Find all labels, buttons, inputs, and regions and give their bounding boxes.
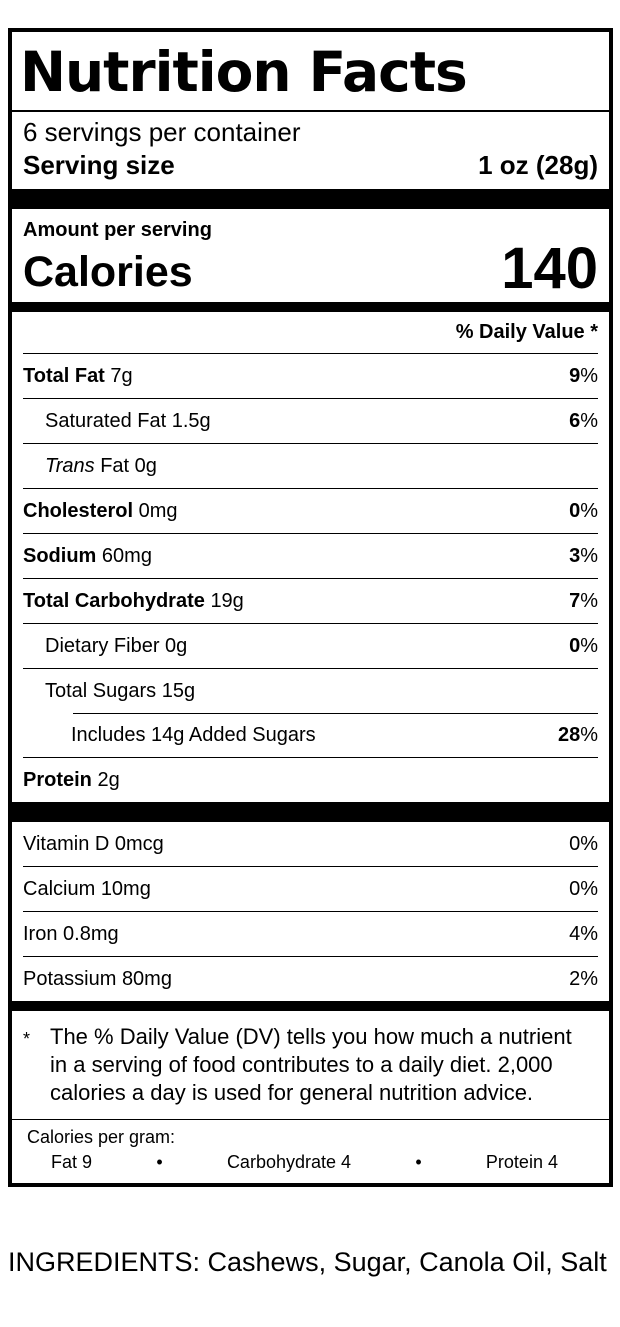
nutrient-row-saturated-fat: Saturated Fat 1.5g 6% bbox=[23, 399, 598, 444]
nutrient-row-dietary-fiber: Dietary Fiber 0g 0% bbox=[23, 624, 598, 669]
nutrient-row-added-sugars: Includes 14g Added Sugars 28% bbox=[23, 713, 598, 758]
nutrient-row-total-sugars: Total Sugars 15g bbox=[45, 680, 196, 702]
nutrition-facts-title: Nutrition Facts bbox=[20, 40, 468, 104]
footnote-divider bbox=[12, 1119, 609, 1120]
calories-label: Calories bbox=[23, 248, 193, 296]
calories-row: Calories 140 bbox=[23, 236, 598, 302]
daily-value-header: % Daily Value * bbox=[23, 312, 598, 354]
calories-per-gram-label: Calories per gram: bbox=[27, 1127, 176, 1147]
calories-per-gram-section: Calories per gram: Fat 9 • Carbohydrate … bbox=[12, 1120, 609, 1183]
serving-size-label: Serving size bbox=[23, 150, 175, 180]
cpg-bullet-1: • bbox=[156, 1152, 163, 1172]
section-bar-medium bbox=[12, 302, 609, 312]
footnote-asterisk: * bbox=[23, 1029, 31, 1049]
calories-value: 140 bbox=[501, 236, 598, 301]
vitamin-row-iron: Iron 0.8mg 4% bbox=[23, 912, 598, 957]
servings-per-container: 6 servings per container bbox=[23, 117, 301, 147]
nutrition-facts-panel: Nutrition Facts 6 servings per container… bbox=[8, 28, 613, 1187]
cpg-carbohydrate: Carbohydrate 4 bbox=[226, 1152, 352, 1172]
section-bar-thick-2 bbox=[12, 802, 609, 822]
serving-size-row: Serving size 1 oz (28g) bbox=[23, 148, 598, 189]
nutrient-row-protein: Protein 2g bbox=[23, 769, 120, 791]
ingredients-statement: INGREDIENTS: Cashews, Sugar, Canola Oil,… bbox=[8, 1247, 607, 1277]
section-bar-medium-2 bbox=[12, 1001, 609, 1011]
nutrient-row-total-carbohydrate: Total Carbohydrate 19g 7% bbox=[23, 579, 598, 624]
cpg-protein: Protein 4 bbox=[485, 1152, 558, 1172]
serving-size-value: 1 oz (28g) bbox=[478, 150, 598, 180]
nutrient-row-trans-fat: Trans Fat 0g bbox=[23, 444, 598, 489]
cpg-bullet-2: • bbox=[415, 1152, 422, 1172]
section-bar-thick bbox=[12, 189, 609, 209]
vitamin-row-vitamin-d: Vitamin D 0mcg 0% bbox=[23, 822, 598, 867]
nutrient-row-cholesterol: Cholesterol 0mg 0% bbox=[23, 489, 598, 534]
amount-per-serving-label: Amount per serving bbox=[23, 219, 212, 241]
daily-value-footnote: * The % Daily Value (DV) tells you how m… bbox=[12, 1011, 609, 1119]
vitamin-row-calcium: Calcium 10mg 0% bbox=[23, 867, 598, 912]
nutrient-row-sodium: Sodium 60mg 3% bbox=[23, 534, 598, 579]
title-divider bbox=[12, 110, 609, 112]
vitamin-row-potassium: Potassium 80mg 2% bbox=[23, 968, 598, 990]
nutrient-row-total-fat: Total Fat 7g 9% bbox=[23, 354, 598, 399]
footnote-text: The % Daily Value (DV) tells you how muc… bbox=[50, 1024, 572, 1105]
cpg-fat: Fat 9 bbox=[51, 1152, 93, 1172]
calories-per-gram-values: Fat 9 • Carbohydrate 4 • Protein 4 bbox=[23, 1148, 598, 1173]
